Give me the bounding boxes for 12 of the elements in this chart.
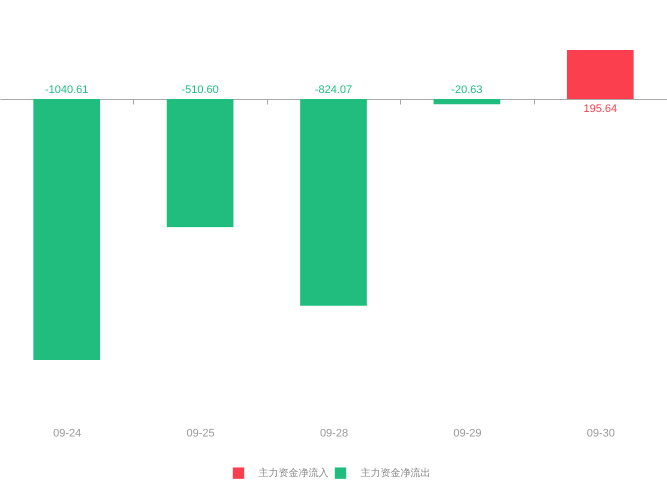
- data-label: -1040.61: [44, 84, 88, 96]
- x-tick-label: 09-28: [320, 428, 348, 440]
- x-tick-label: 09-29: [453, 428, 482, 440]
- x-tick-label: 09-30: [586, 428, 615, 440]
- data-label: 195.64: [583, 103, 618, 116]
- legend-label: 主力资金净流出: [360, 467, 430, 480]
- x-tick-label: 09-25: [186, 428, 215, 440]
- x-tick-label: 09-24: [53, 428, 82, 440]
- legend-label: 主力资金净流入: [258, 467, 328, 480]
- data-label: -20.63: [451, 84, 482, 96]
- data-label: -510.60: [181, 84, 219, 96]
- data-label: -824.07: [314, 84, 352, 96]
